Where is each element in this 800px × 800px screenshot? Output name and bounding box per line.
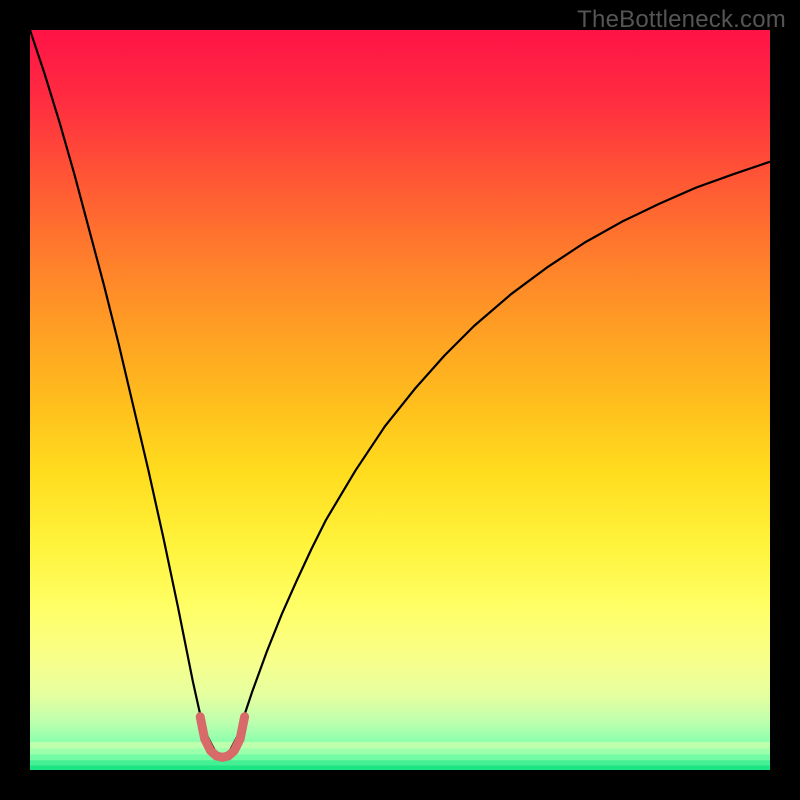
plot-area <box>30 30 770 770</box>
optimal-range-marker <box>200 717 244 758</box>
chart-frame: TheBottleneck.com <box>0 0 800 800</box>
marker-layer <box>30 30 770 770</box>
